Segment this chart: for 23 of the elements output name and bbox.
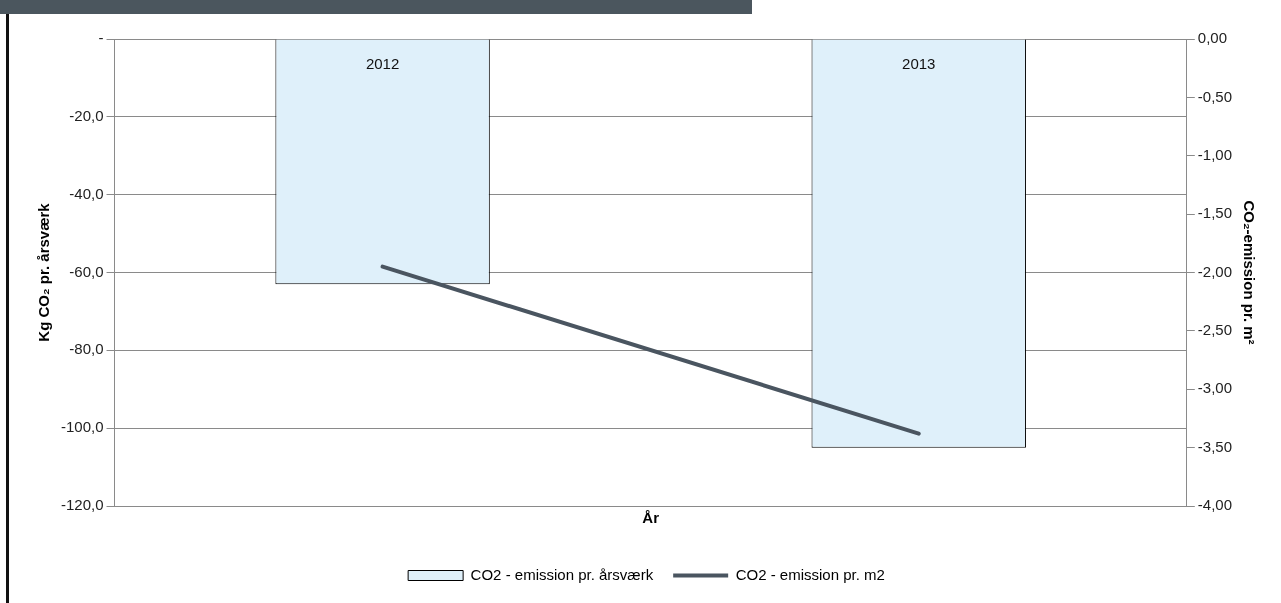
- y2-tick-label: -3,50: [1197, 437, 1233, 455]
- x-tick-label: 2013: [902, 54, 936, 72]
- y2-tick-label: -1,00: [1197, 145, 1233, 163]
- y2-axis-title: CO₂-emission pr. m²: [1240, 200, 1258, 345]
- y2-tick-label: -2,50: [1197, 321, 1233, 339]
- y2-tick-label: 0,00: [1197, 29, 1228, 47]
- y-tick-label: -40,0: [69, 184, 104, 202]
- y2-tick-label: -1,50: [1197, 204, 1233, 222]
- y-tick-label: -60,0: [69, 262, 104, 280]
- y2-tick-label: -0,50: [1197, 87, 1233, 105]
- y2-tick-label: -4,00: [1197, 496, 1233, 514]
- y-tick-label: -80,0: [69, 340, 104, 358]
- legend-label: CO2 - emission pr. m2: [735, 565, 885, 583]
- y-tick-label: -120,0: [60, 496, 104, 514]
- legend-label: CO2 - emission pr. årsværk: [470, 565, 654, 583]
- y-axis-title: Kg CO₂ pr. årsværk: [35, 202, 53, 342]
- y-tick-label: -100,0: [60, 418, 104, 436]
- y2-tick-label: -2,00: [1197, 262, 1233, 280]
- x-tick-label: 2012: [365, 54, 400, 72]
- y-tick-label: -: [98, 29, 104, 47]
- y2-tick-label: -3,00: [1197, 379, 1233, 397]
- y-tick-label: -20,0: [69, 106, 104, 124]
- x-axis-title: År: [642, 509, 660, 527]
